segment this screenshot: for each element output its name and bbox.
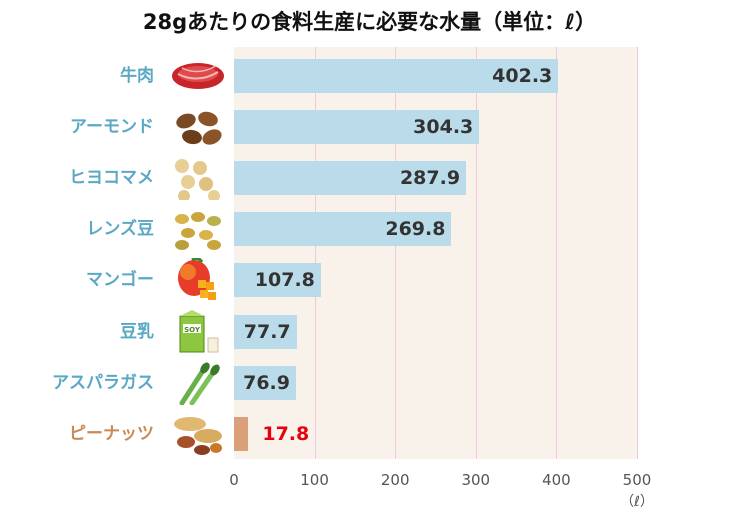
category-label: マンゴー [86,270,154,290]
bar-value-label: 287.9 [399,167,461,189]
x-tick-label: 100 [300,471,329,489]
lentil-icon [168,207,228,251]
x-tick-label: 200 [380,471,410,489]
mango-icon [168,256,228,302]
almond-icon [168,105,228,149]
gridline [556,47,557,459]
gridline [476,47,477,459]
category-label: レンズ豆 [86,219,154,239]
category-label: アーモンド [70,117,154,137]
chart-title: 28gあたりの食料生産に必要な水量（単位：ℓ） [142,10,597,34]
bar [234,417,249,451]
bar [234,161,467,195]
bar [234,315,297,349]
bar [234,59,559,93]
bar [234,366,296,400]
svg-text:SOY: SOY [184,326,201,334]
beef-icon [168,54,228,98]
asparagus-icon [168,361,228,406]
gridline [637,47,638,459]
x-tick-label: 300 [461,471,491,489]
x-tick-label: 400 [542,471,571,489]
bar [234,212,452,246]
bar-value-label: 77.7 [243,321,291,343]
bar [234,110,480,144]
soy-milk-icon: SOY [168,310,228,354]
bar-value-label: 17.8 [262,423,310,445]
x-axis-unit-label: （ℓ） [620,494,654,510]
gridline [395,47,396,459]
category-label: ピーナッツ [69,424,154,444]
bar [234,263,321,297]
x-tick-label: 500 [622,471,652,489]
category-label: 牛肉 [120,66,154,86]
category-label: アスパラガス [52,373,154,393]
chickpea-icon [168,156,228,202]
peanut-icon [168,412,228,456]
x-tick-label: 0 [229,471,239,489]
category-label: ヒヨコマメ [69,168,154,188]
bar-value-label: 76.9 [243,372,290,394]
bar-value-label: 107.8 [254,269,315,291]
gridline [315,47,316,459]
bar-value-label: 304.3 [413,116,474,138]
bar-value-label: 269.8 [385,218,446,240]
bar-value-label: 402.3 [492,65,553,87]
category-label: 豆乳 [120,322,154,342]
